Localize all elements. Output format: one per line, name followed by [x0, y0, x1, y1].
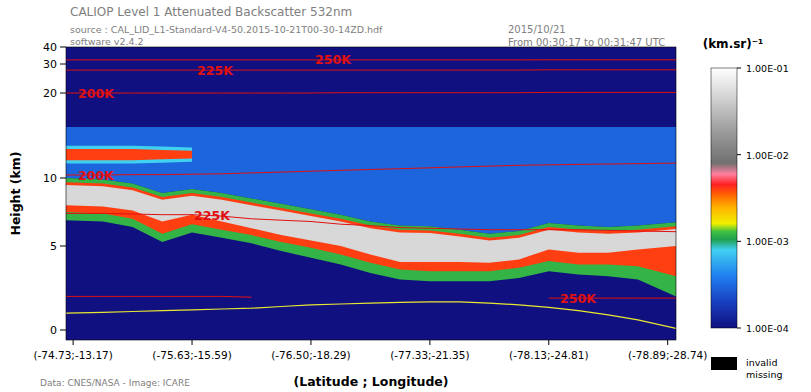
y-tick-label: 5	[50, 240, 57, 253]
y-tick	[60, 178, 66, 179]
backscatter-layer	[66, 185, 676, 263]
isotherm-line	[66, 59, 676, 60]
x-tick-label: (-76.50;-18.29)	[271, 349, 350, 361]
x-tick	[548, 340, 549, 345]
colorbar-tick-label: 1.00E-03	[746, 236, 789, 247]
y-axis-label: Height (km)	[8, 151, 23, 235]
annotation: software v2.4.2	[70, 36, 144, 47]
y-tick	[60, 246, 66, 247]
x-tick	[429, 340, 430, 345]
x-tick-label: (-75.63;-15.59)	[152, 349, 231, 361]
x-tick	[73, 340, 74, 345]
y-tick	[60, 330, 66, 331]
x-tick	[310, 340, 311, 345]
y-tick-label: 40	[43, 41, 57, 54]
isotherm-label: 200K	[78, 168, 115, 183]
y-tick-label: 30	[43, 58, 57, 71]
isotherm-label: 200K	[78, 86, 115, 101]
y-tick-label: 0	[50, 324, 57, 337]
plot-frame	[66, 47, 676, 340]
x-tick-label: (-78.89;-28.74)	[628, 349, 707, 361]
colorbar-bar	[711, 68, 737, 328]
colorbar-tick	[737, 241, 741, 242]
background	[66, 47, 676, 340]
x-tick	[192, 340, 193, 345]
annotation: 2015/10/21	[508, 24, 566, 35]
isotherm-line	[66, 92, 676, 94]
y-tick	[60, 47, 66, 48]
isotherm-line	[66, 213, 676, 231]
isotherm-label: 250K	[560, 291, 597, 306]
y-tick	[60, 93, 66, 94]
backscatter-layer	[66, 146, 192, 164]
surface-line	[66, 302, 676, 328]
isotherm-label: 225K	[194, 208, 231, 223]
y-tick-label: 20	[43, 87, 57, 100]
backscatter-layer	[66, 178, 676, 296]
isotherm-labels: 250K 225K 200K 200K 225K 250K	[78, 52, 597, 305]
missing-label: missing	[746, 369, 782, 380]
isotherm-label: 225K	[197, 63, 234, 78]
annotation: From 00:30:17 to 00:31:47 UTC	[508, 37, 665, 48]
chart: CALIOP Level 1 Attenuated Backscatter 53…	[0, 0, 811, 392]
plot-area	[66, 47, 676, 340]
axes: 0 5 10 20 30 40 Height (km) (-74.73;-13.17) (-75…	[8, 41, 707, 389]
isotherm-label: 250K	[315, 52, 352, 67]
backscatter-layer	[66, 149, 192, 160]
x-tick-label: (-74.73;-13.17)	[33, 349, 112, 361]
missing-label: invalid	[746, 357, 777, 368]
isotherm-line	[66, 69, 676, 70]
annotation: Data: CNES/NASA - Image: ICARE	[40, 378, 190, 388]
colorbar-tick-label: 1.00E-02	[746, 150, 789, 161]
missing-swatch	[711, 357, 737, 370]
x-tick-label: (-77.33;-21.35)	[390, 349, 469, 361]
colorbar-tick-label: 1.00E-01	[746, 63, 789, 74]
colorbar-tick-label: 1.00E-04	[746, 323, 789, 334]
backscatter-layer	[66, 182, 676, 276]
colorbar: (km.sr)⁻¹ 1.00E-01 1.00E-02 1.00E-03 1.00E-0…	[703, 37, 789, 380]
colorbar-label: (km.sr)⁻¹	[703, 37, 764, 51]
colorbar-tick	[737, 154, 741, 155]
title: CALIOP Level 1 Attenuated Backscatter 53…	[70, 5, 352, 19]
colorbar-tick	[737, 328, 741, 329]
y-tick	[60, 64, 66, 65]
colorbar-tick	[737, 68, 741, 69]
x-tick-label: (-78.13;-24.81)	[509, 349, 588, 361]
x-axis-label: (Latitude ; Longitude)	[293, 374, 448, 389]
y-tick-label: 10	[43, 172, 57, 185]
isotherm-line	[66, 163, 676, 175]
annotation: source : CAL_LID_L1-Standard-V4-50.2015-…	[70, 24, 383, 35]
x-tick	[667, 340, 668, 345]
